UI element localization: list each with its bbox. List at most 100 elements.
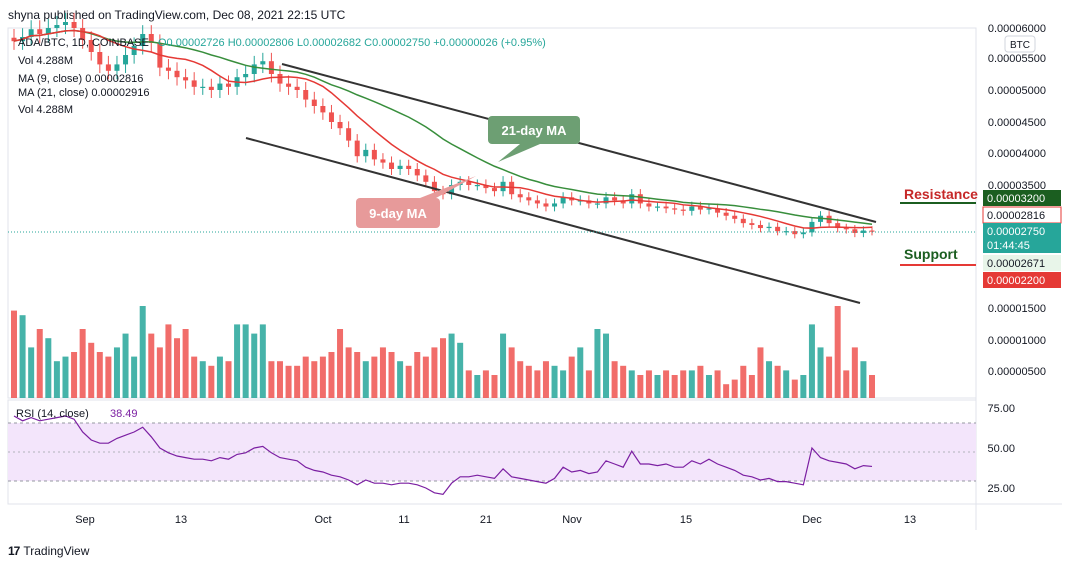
volume-bar [766, 361, 773, 398]
candle [363, 143, 369, 163]
candle [337, 114, 343, 136]
price-tick: 0.00003500 [988, 180, 1046, 192]
currency-label: BTC [1010, 40, 1030, 51]
candle [174, 62, 180, 86]
candle [45, 19, 51, 43]
volume-bar [688, 370, 695, 398]
candle [397, 159, 403, 175]
channel-upper-line [281, 63, 877, 223]
volume-bar [697, 365, 704, 398]
price-axis: 0.00006000 0.00005500 0.00005000 0.00004500… [988, 23, 1046, 378]
volume-bar [234, 324, 241, 398]
candle [114, 55, 120, 80]
candle [646, 198, 652, 212]
candle [637, 189, 643, 209]
volume-bar [705, 375, 712, 398]
time-axis: Sep 13 Oct 11 21 Nov 15 Dec 13 [75, 514, 916, 526]
candle [526, 192, 532, 206]
volume-bar [354, 352, 361, 398]
volume-bar [663, 370, 670, 398]
candle [552, 198, 558, 212]
price-tick: 0.00006000 [988, 23, 1046, 35]
candle [792, 226, 798, 239]
volume-bar [131, 356, 138, 398]
volume-bar [405, 365, 412, 398]
candle [320, 98, 326, 120]
ma9-callout-text: 9-day MA [369, 206, 427, 221]
volume-bar [388, 352, 395, 398]
currency-badge[interactable]: BTC [1004, 35, 1036, 53]
volume-bar [319, 356, 326, 398]
candle [286, 75, 292, 95]
candle [54, 15, 60, 37]
time-tick: Nov [562, 514, 582, 526]
price-tick: 0.00005000 [988, 85, 1046, 97]
candle [346, 121, 352, 148]
price-tick: 0.00000500 [988, 366, 1046, 378]
volume-bar [422, 356, 429, 398]
ma9-price-text: 0.00002816 [987, 210, 1045, 222]
legend-rsi: RSI (14, close) [16, 408, 89, 420]
volume-bar [628, 370, 635, 398]
volume-bar [337, 329, 344, 398]
candle [328, 104, 334, 129]
volume-bar [148, 333, 155, 398]
candle [380, 153, 386, 169]
volume-bar [517, 361, 524, 398]
ma21-price-text: 0.00002671 [987, 258, 1045, 270]
candle [655, 201, 660, 212]
time-tick: 21 [480, 514, 492, 526]
volume-bar [191, 356, 198, 398]
rsi-tick: 50.00 [987, 443, 1015, 455]
volume-bar [843, 370, 850, 398]
candle [749, 218, 755, 230]
volume-bar [122, 333, 129, 398]
candle [483, 179, 489, 194]
candle [354, 134, 360, 163]
tradingview-logo-icon: 17 [8, 544, 20, 558]
price-tick: 0.00001500 [988, 303, 1046, 315]
rsi-tick: 75.00 [987, 403, 1015, 415]
rsi-axis: 75.00 50.00 25.00 [987, 403, 1015, 495]
volume-bar [113, 347, 120, 398]
candle [474, 179, 480, 191]
volume-bar [748, 375, 755, 398]
volume-bar [53, 361, 60, 398]
volume-bar [88, 342, 95, 398]
volume-bar [800, 375, 807, 398]
candle [672, 203, 678, 215]
ma9-line [13, 29, 873, 229]
volume-bar [869, 375, 875, 398]
volume-bar [62, 356, 69, 398]
price-tick: 0.00005500 [988, 53, 1046, 65]
volume-bar [105, 356, 112, 398]
candle [517, 189, 523, 203]
volume-bar [791, 379, 798, 398]
legend-ma21: MA (21, close) 0.00002916 [18, 87, 149, 99]
legend-ma9: MA (9, close) 0.00002816 [18, 73, 143, 85]
volume-bar [259, 324, 266, 398]
volume-bar [45, 338, 52, 398]
volume-bar [740, 365, 747, 398]
candle [775, 222, 781, 236]
ma21-callout-text: 21-day MA [501, 123, 567, 138]
footer-brand[interactable]: 17 TradingView [8, 544, 89, 558]
volume-bar [362, 361, 369, 398]
candle [689, 201, 695, 216]
volume-bar [783, 370, 790, 398]
resistance-price-text: 0.00003200 [987, 193, 1045, 205]
candle [97, 43, 103, 74]
volume-bar [28, 347, 35, 398]
ma21-price-label: 0.00002671 [983, 255, 1061, 271]
volume-bar [500, 333, 507, 398]
price-tick: 0.00001000 [988, 335, 1046, 347]
volume-bar [139, 306, 146, 398]
volume-bar [208, 365, 215, 398]
last-price-label: 0.00002750 01:44:45 [983, 223, 1061, 253]
volume-bar [465, 370, 472, 398]
volume-bar [774, 365, 781, 398]
candle [543, 198, 549, 212]
volume-bar [491, 375, 498, 398]
candle [466, 176, 472, 191]
